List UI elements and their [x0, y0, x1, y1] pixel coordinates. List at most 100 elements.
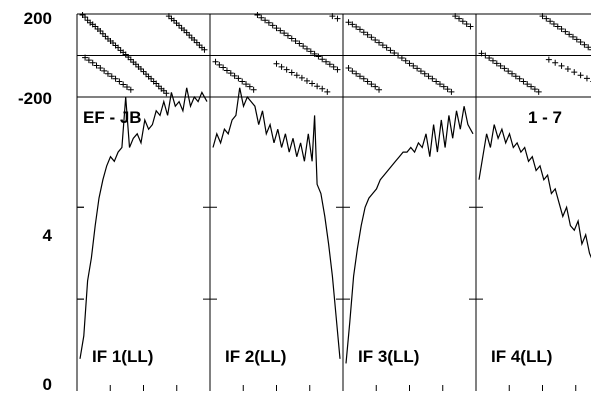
phase-point-4-1-22	[558, 25, 565, 32]
phase-point-2-1-20	[284, 32, 291, 39]
phase-point-2-2-13	[334, 15, 341, 22]
amp-tick-0: 0	[43, 375, 52, 391]
phase-point-4-1-3	[486, 54, 493, 61]
phase-point-4-1-25	[569, 33, 576, 40]
phase-point-4-2-6	[577, 72, 584, 79]
phase-point-1-1-22	[132, 61, 139, 68]
phase-point-3-1-6	[364, 31, 371, 38]
phase-point-1-2-3	[89, 59, 96, 66]
phase-point-3-2-3	[353, 70, 360, 77]
phase-point-3-1-20	[417, 68, 424, 75]
phase-point-4-1-27	[577, 39, 584, 46]
phase-point-3-2-5	[360, 75, 367, 82]
phase-point-4-1-14	[528, 83, 535, 90]
amp-line-2	[212, 87, 341, 359]
panel-label-4: IF 4(LL)	[491, 347, 552, 366]
phase-point-1-2-2	[85, 57, 92, 64]
phase-point-3-1-16	[402, 57, 409, 64]
phase-point-2-1-31	[326, 61, 333, 68]
phase-point-4-1-9	[509, 70, 516, 77]
phase-point-3-1-17	[406, 60, 413, 67]
phase-point-2-1-5	[227, 70, 234, 77]
phase-point-2-1-23	[296, 40, 303, 47]
panel-label-2: IF 2(LL)	[225, 347, 286, 366]
phase-point-2-1-11	[250, 86, 257, 93]
phase-point-4-2-5	[571, 69, 578, 76]
phase-point-2-1-27	[311, 50, 318, 57]
phase-point-4-1-1	[478, 50, 485, 57]
phase-point-2-1-6	[231, 72, 238, 79]
phase-point-2-2-2	[278, 63, 285, 70]
phase-point-3-2-1	[345, 64, 352, 71]
phase-point-2-1-8	[239, 78, 246, 85]
phase-point-1-1-8	[97, 28, 104, 35]
phase-point-3-1-12	[387, 47, 394, 54]
phase-point-2-1-10	[246, 83, 253, 90]
phase-point-4-2-3	[558, 62, 565, 69]
phase-point-2-1-7	[235, 75, 242, 82]
phase-point-3-1-24	[433, 78, 440, 85]
phase-point-3-1-8	[372, 36, 379, 43]
phase-point-3-1-3	[353, 23, 360, 30]
phase-point-3-1-21	[421, 70, 428, 77]
phase-point-1-1-9	[99, 30, 106, 37]
phase-point-4-1-5	[493, 60, 500, 67]
phase-point-1-2-13	[127, 86, 134, 93]
phase-point-1-1-34	[163, 90, 170, 97]
phase-point-4-1-18	[543, 15, 550, 22]
phase-point-3-2-2	[349, 68, 356, 75]
phase-point-4-1-29	[585, 44, 591, 51]
phase-point-1-1-45	[191, 36, 198, 43]
phase-point-4-1-10	[512, 73, 519, 80]
phase-tick-min: -200	[18, 89, 52, 108]
phase-point-4-1-13	[524, 81, 531, 88]
phase-point-3-1-4	[356, 26, 363, 33]
phase-point-2-1-17	[273, 25, 280, 32]
phase-point-2-1-30	[323, 58, 330, 65]
phase-point-2-1-21	[288, 35, 295, 42]
phase-point-1-1-18	[122, 51, 129, 58]
phase-point-2-2-3	[283, 66, 290, 73]
phase-point-1-1-2	[82, 14, 89, 21]
phase-point-1-2-4	[93, 62, 100, 69]
phase-point-3-2-6	[364, 78, 371, 85]
phase-point-2-1-15	[265, 19, 272, 26]
phase-point-2-2-4	[288, 69, 295, 76]
phase-point-1-2-8	[108, 73, 115, 80]
phase-point-1-1-15	[115, 44, 122, 51]
phase-point-2-2-11	[324, 88, 331, 95]
phase-point-3-1-32	[463, 20, 470, 27]
phase-point-3-1-27	[444, 86, 451, 93]
phase-point-2-1-13	[258, 14, 265, 21]
phase-point-3-2-8	[372, 83, 379, 90]
phase-point-3-1-28	[448, 88, 455, 95]
phase-point-2-1-32	[330, 63, 337, 70]
phase-point-2-1-25	[303, 45, 310, 52]
phase-point-2-1-19	[281, 30, 288, 37]
phase-point-4-1-21	[554, 23, 561, 30]
phase-point-4-1-20	[550, 20, 557, 27]
phase-point-4-2-4	[564, 65, 571, 72]
phase-point-4-1-15	[531, 86, 538, 93]
channel-label: 1 - 7	[528, 108, 562, 127]
phase-point-3-1-13	[391, 50, 398, 57]
phase-point-4-1-7	[501, 65, 508, 72]
phase-point-3-1-29	[452, 13, 459, 20]
phase-point-3-2-9	[376, 86, 383, 93]
phase-point-3-1-18	[410, 62, 417, 69]
phase-point-1-1-43	[186, 32, 193, 39]
panel-label-1: IF 1(LL)	[92, 347, 153, 366]
phase-point-1-2-5	[97, 64, 104, 71]
phase-point-2-2-7	[303, 77, 310, 84]
phase-point-3-2-7	[368, 81, 375, 88]
phase-point-4-2-1	[545, 56, 552, 63]
phase-point-2-1-16	[269, 22, 276, 29]
phase-point-2-1-24	[300, 43, 307, 50]
phase-point-3-1-10	[379, 42, 386, 49]
phase-point-1-2-7	[104, 70, 111, 77]
phase-point-2-1-12	[254, 12, 261, 19]
baseline-label: EF - JB	[83, 108, 142, 127]
phase-point-3-1-9	[376, 39, 383, 46]
amp-tick-4: 4	[43, 226, 53, 245]
